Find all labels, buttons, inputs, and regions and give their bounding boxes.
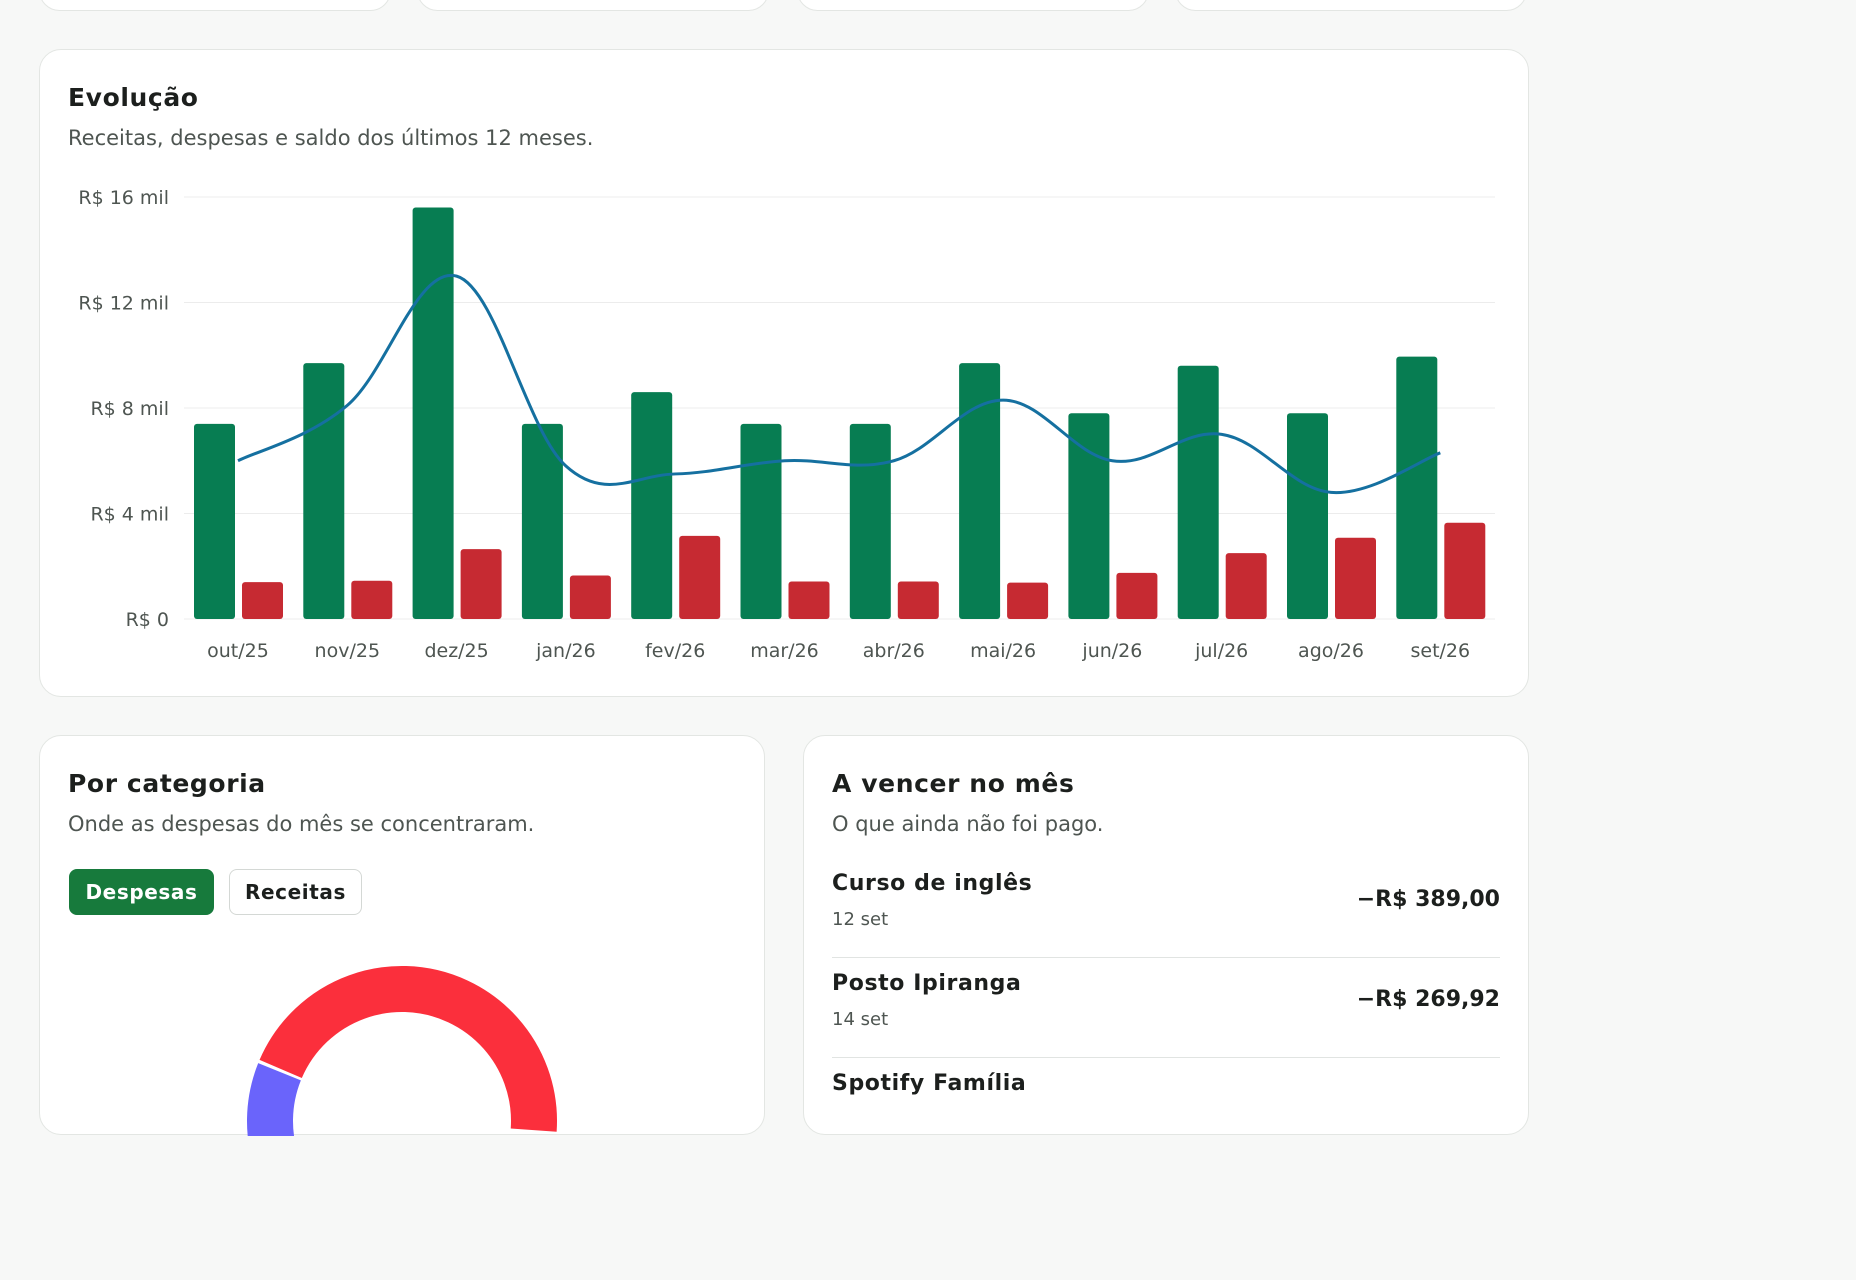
x-tick-label: set/26 xyxy=(1410,640,1470,662)
card-title: A vencer no mês xyxy=(832,769,1075,798)
bar-despesas xyxy=(242,582,283,619)
card-subtitle: Onde as despesas do mês se concentraram. xyxy=(68,812,535,836)
bar-receitas xyxy=(959,363,1001,619)
x-tick-label: mar/26 xyxy=(750,640,819,662)
bar-despesas xyxy=(460,549,502,619)
stat-card xyxy=(417,0,769,11)
due-item-date: 12 set xyxy=(832,909,889,930)
x-tick-label: fev/26 xyxy=(645,640,705,662)
due-item[interactable]: Curso de inglês 12 set −R$ 389,00 xyxy=(832,871,1500,971)
toggle-receitas-button[interactable]: Receitas xyxy=(229,869,362,915)
bar-receitas xyxy=(1396,356,1438,619)
card-title: Por categoria xyxy=(68,769,266,798)
y-tick-label: R$ 8 mil xyxy=(90,398,169,420)
category-donut-chart xyxy=(247,966,557,1136)
x-tick-label: abr/26 xyxy=(863,640,925,662)
due-item-amount: −R$ 269,92 xyxy=(1356,987,1500,1012)
bar-receitas xyxy=(412,207,454,620)
bar-receitas xyxy=(631,392,673,619)
bar-receitas xyxy=(1287,413,1328,619)
bar-despesas xyxy=(569,575,611,619)
y-tick-label: R$ 4 mil xyxy=(90,504,169,526)
stat-card xyxy=(797,0,1149,11)
evolution-card: Evolução Receitas, despesas e saldo dos … xyxy=(39,49,1529,697)
x-tick-label: mai/26 xyxy=(970,640,1036,662)
x-tick-label: jun/26 xyxy=(1081,640,1142,662)
x-tick-label: jan/26 xyxy=(535,640,596,662)
x-tick-label: nov/25 xyxy=(315,640,381,662)
x-tick-label: dez/25 xyxy=(424,640,488,662)
due-card: A vencer no mês O que ainda não foi pago… xyxy=(803,735,1529,1135)
y-tick-label: R$ 0 xyxy=(126,609,169,631)
y-tick-label: R$ 12 mil xyxy=(78,293,169,315)
bar-receitas xyxy=(303,363,345,619)
saldo-line xyxy=(237,273,1441,494)
stat-card xyxy=(39,0,391,11)
divider xyxy=(832,957,1500,958)
bar-despesas xyxy=(897,581,939,619)
x-tick-label: ago/26 xyxy=(1298,640,1364,662)
toggle-despesas-button[interactable]: Despesas xyxy=(69,869,214,915)
due-item-name: Spotify Família xyxy=(832,1071,1027,1096)
due-item[interactable]: Spotify Família xyxy=(832,1071,1500,1171)
evolution-chart: R$ 0 R$ 4 mil R$ 8 mil R$ 12 mil R$ 16 mil ou… xyxy=(78,187,1495,662)
bar-despesas xyxy=(1335,537,1376,619)
bar-despesas xyxy=(1444,522,1486,619)
due-item[interactable]: Posto Ipiranga 14 set −R$ 269,92 xyxy=(832,971,1500,1071)
bar-receitas xyxy=(849,423,891,619)
bar-receitas xyxy=(1068,413,1110,619)
donut-segment xyxy=(247,966,557,1136)
category-card: Por categoria Onde as despesas do mês se… xyxy=(39,735,765,1136)
stat-card xyxy=(1175,0,1527,11)
bar-despesas xyxy=(1225,553,1267,619)
due-item-date: 14 set xyxy=(832,1009,889,1030)
divider xyxy=(832,1057,1500,1058)
x-tick-label: jul/26 xyxy=(1194,640,1248,662)
bar-despesas xyxy=(351,580,393,619)
bar-despesas xyxy=(679,535,721,619)
bar-receitas xyxy=(740,423,782,619)
due-item-name: Posto Ipiranga xyxy=(832,971,1022,996)
bar-despesas xyxy=(1116,572,1158,619)
card-title: Evolução xyxy=(68,83,199,112)
bar-receitas xyxy=(521,423,563,619)
due-item-amount: −R$ 389,00 xyxy=(1356,887,1500,912)
bar-despesas xyxy=(788,581,830,619)
x-tick-label: out/25 xyxy=(207,640,269,662)
y-tick-label: R$ 16 mil xyxy=(78,187,169,209)
card-subtitle: Receitas, despesas e saldo dos últimos 1… xyxy=(68,126,594,150)
due-item-name: Curso de inglês xyxy=(832,871,1033,896)
bar-receitas xyxy=(1177,365,1219,619)
bar-despesas xyxy=(1007,582,1049,619)
bar-receitas xyxy=(194,423,235,619)
card-subtitle: O que ainda não foi pago. xyxy=(832,812,1104,836)
